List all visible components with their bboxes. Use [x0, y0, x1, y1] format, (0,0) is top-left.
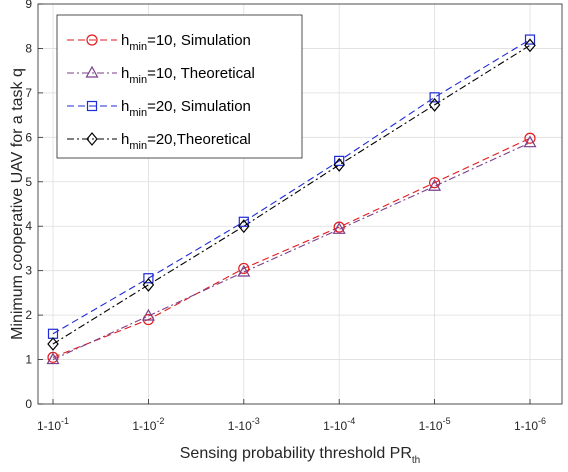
x-tick-label: 1-10-2: [132, 416, 164, 433]
legend-label-3: hmin=20, Simulation: [121, 98, 251, 119]
data-point-series-2: [523, 135, 537, 148]
y-tick-label: 3: [25, 264, 32, 278]
legend-marker-1: [86, 34, 98, 46]
data-point-series-2: [46, 352, 60, 365]
data-point-series-2: [332, 222, 346, 234]
data-point-series-4: [142, 277, 155, 292]
data-point-series-4: [238, 219, 250, 234]
data-point-series-1: [524, 132, 536, 144]
x-tick-label: 1-10-4: [323, 416, 355, 433]
y-tick-label: 6: [25, 130, 32, 144]
legend-marker-2: [85, 65, 99, 78]
data-point-series-3: [334, 155, 345, 166]
y-tick-label: 9: [25, 0, 32, 11]
data-point-series-2: [428, 178, 442, 191]
data-point-series-1: [429, 177, 441, 189]
legend-label-4: hmin=20,Theoretical: [121, 131, 251, 152]
y-axis-label: Minimum cooperative UAV for a task q: [9, 68, 26, 340]
legend-label-1: hmin=10, Simulation: [121, 32, 251, 53]
data-point-series-3: [238, 216, 249, 227]
data-point-series-4: [47, 337, 59, 351]
data-point-series-4: [524, 38, 536, 53]
y-tick-label: 5: [25, 175, 32, 189]
legend-box: [56, 14, 303, 159]
y-tick-label: 2: [25, 308, 32, 322]
legend-label-2: hmin=10, Theoretical: [121, 65, 255, 86]
series-line-4: [52, 44, 531, 345]
x-tick-label: 1-10-1: [37, 416, 69, 433]
series-lines: [52, 39, 531, 361]
y-axis-ticks: 0 1 2 3 4 5 6 7 8 9: [25, 0, 43, 411]
x-tick-label: 1-10-3: [228, 416, 260, 433]
x-tick-label: 1-10-6: [514, 416, 546, 433]
plot-frame: [37, 3, 563, 405]
series-line-2: [52, 142, 531, 361]
data-point-series-3: [429, 92, 440, 103]
x-axis-label: Sensing probability threshold PRth: [180, 445, 420, 466]
x-axis-label-main: Sensing probability threshold PR: [180, 445, 412, 462]
x-axis-ticks: 1-10-1 1-10-2 1-10-3 1-10-4 1-10-5 1-10-6: [37, 399, 546, 433]
data-point-series-2: [237, 264, 251, 277]
series-line-3: [52, 39, 531, 335]
y-tick-label: 0: [25, 397, 32, 411]
legend-marker-3: [86, 100, 98, 112]
y-tick-label: 7: [25, 86, 32, 100]
data-point-series-2: [141, 308, 155, 321]
data-point-series-3: [143, 273, 154, 284]
x-tick-label: 1-10-5: [419, 416, 451, 433]
data-point-series-4: [428, 97, 441, 112]
series-markers: [46, 34, 537, 365]
y-tick-label: 8: [25, 41, 32, 55]
y-tick-label: 4: [25, 219, 32, 233]
data-point-series-4: [333, 157, 345, 172]
data-point-series-3: [524, 34, 536, 45]
x-axis-label-sub: th: [412, 455, 420, 466]
y-tick-label: 1: [25, 353, 32, 367]
legend-marker-4: [86, 132, 98, 146]
legend: hmin=10, Simulation hmin=10, Theoretical h…: [56, 14, 303, 159]
data-point-series-1: [238, 262, 250, 275]
